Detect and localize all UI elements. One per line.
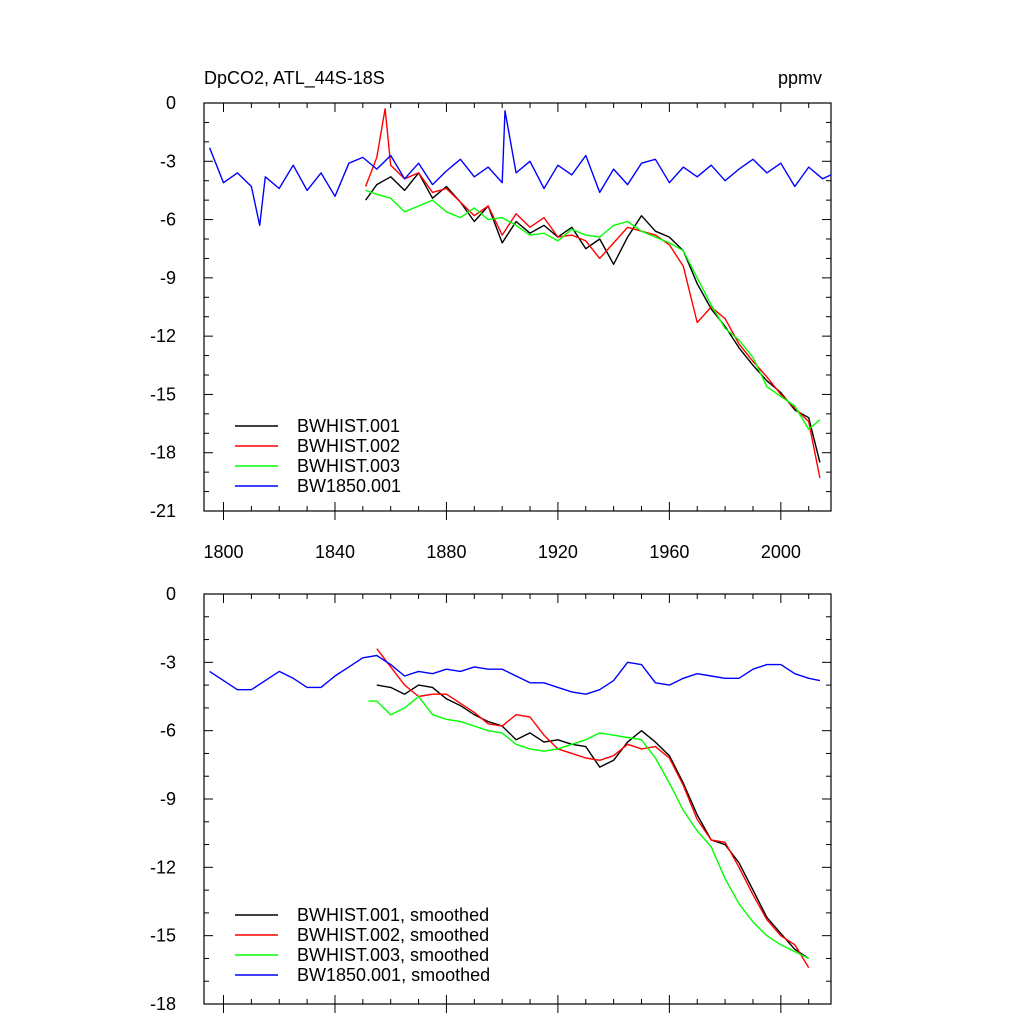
y-tick-label: -18 <box>150 994 176 1014</box>
x-tick-label: 1840 <box>315 542 355 562</box>
series-lines <box>209 648 821 968</box>
legend-label-bw1850-001-smoothed: BW1850.001, smoothed <box>297 965 490 985</box>
legend-label-bwhist-002: BWHIST.002 <box>297 436 400 456</box>
chart-title: DpCO2, ATL_44S-18S <box>204 68 385 89</box>
y-tick-label: -15 <box>150 926 176 946</box>
top-panel: 0 -3 -6 -9 -12 -15 -18 -21 1800 1840 1880 1920 1960 2… <box>150 68 832 562</box>
series-line-bw1850-001 <box>208 110 832 227</box>
y-tick-label: -9 <box>160 268 176 288</box>
plot-frame <box>203 102 832 512</box>
axis-ticks: 0 -3 -6 -9 -12 -15 -18 <box>150 584 831 1014</box>
y-tick-label: -15 <box>150 384 176 404</box>
y-tick-label: -12 <box>150 326 176 346</box>
y-tick-label: -21 <box>150 501 176 521</box>
x-tick-label: 1800 <box>203 542 243 562</box>
series-line-bwhist-001-smoothed <box>376 684 810 959</box>
series-line-bwhist-001 <box>365 172 821 463</box>
legend-label-bwhist-001: BWHIST.001 <box>297 416 400 436</box>
y-tick-label: -6 <box>160 210 176 230</box>
legend-label-bwhist-003-smoothed: BWHIST.003, smoothed <box>297 945 489 965</box>
y-tick-label: -9 <box>160 789 176 809</box>
axis-ticks: 0 -3 -6 -9 -12 -15 -18 -21 1800 1840 1880 1920 1960 2… <box>150 93 831 562</box>
legend-label-bwhist-002-smoothed: BWHIST.002, smoothed <box>297 925 489 945</box>
series-line-bwhist-003-smoothed <box>368 695 810 960</box>
x-tick-label: 1960 <box>649 542 689 562</box>
x-tick-label: 1920 <box>538 542 578 562</box>
y-tick-label: -12 <box>150 857 176 877</box>
x-tick-label: 1880 <box>426 542 466 562</box>
bottom-panel: 0-3-6-9-12-15-18 BWHIST.001, smoothedBWH… <box>150 584 832 1014</box>
legend-label-bwhist-003: BWHIST.003 <box>297 456 400 476</box>
x-tick-label: 2000 <box>761 542 801 562</box>
y-tick-label: 0 <box>166 584 176 604</box>
units-label: ppmv <box>778 68 822 88</box>
series-line-bw1850-001-smoothed <box>209 654 821 695</box>
y-tick-label: 0 <box>166 93 176 113</box>
series-line-bwhist-002-smoothed <box>376 648 810 968</box>
series-line-bwhist-002 <box>364 108 821 479</box>
y-tick-label: -3 <box>160 151 176 171</box>
y-tick-label: -18 <box>150 443 176 463</box>
legend-label-bw1850-001: BW1850.001 <box>297 476 401 496</box>
series-lines <box>208 108 832 479</box>
y-tick-label: -3 <box>160 652 176 672</box>
y-tick-label: -6 <box>160 721 176 741</box>
series-line-bwhist-003 <box>365 189 821 431</box>
legend-label-bwhist-001-smoothed: BWHIST.001, smoothed <box>297 905 489 925</box>
